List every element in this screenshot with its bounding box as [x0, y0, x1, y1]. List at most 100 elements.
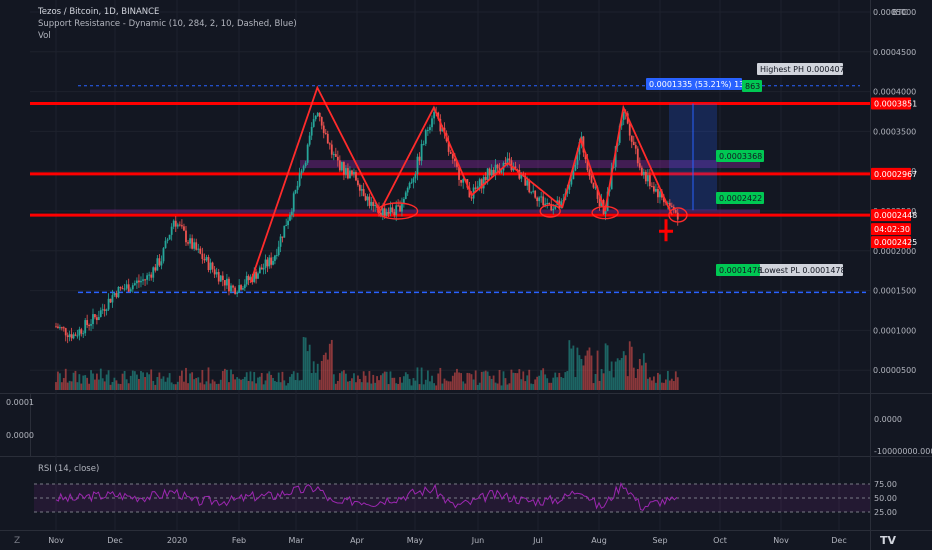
volume-bar: [281, 371, 284, 390]
candle-body: [125, 284, 128, 289]
candle-body: [646, 175, 649, 182]
volume-bar: [484, 370, 487, 390]
candle-body: [518, 170, 521, 179]
candle-body: [123, 288, 126, 290]
candle-body: [95, 317, 98, 321]
volume-bar: [470, 374, 473, 390]
indicator-legend[interactable]: Support Resistance - Dynamic (10, 284, 2…: [38, 19, 297, 29]
candle-body: [640, 167, 643, 175]
time-tick-label: Sep: [652, 536, 667, 545]
measure-tool[interactable]: [669, 103, 717, 211]
green-label-top: 863: [745, 82, 760, 91]
price-tags: 0.0003851 0.0002967 0.0002448 04:02:30 0.000…: [646, 63, 917, 276]
candle-body: [663, 197, 665, 203]
candle-body: [332, 154, 335, 156]
volume-bar: [391, 377, 394, 390]
candle-body: [88, 325, 90, 327]
candle-body: [628, 123, 631, 136]
candle-body: [604, 211, 607, 214]
highest-label-bg: [757, 63, 843, 75]
volume-bar: [201, 370, 204, 390]
price-tick-label: 0.0001500: [873, 287, 916, 296]
volume-bar: [170, 382, 173, 390]
volume-bar: [596, 350, 599, 390]
candle-body: [404, 192, 407, 199]
candle-body: [534, 190, 537, 198]
candle-body: [289, 215, 291, 221]
candle-body: [330, 144, 333, 155]
volume-bar: [574, 377, 577, 390]
volume-legend[interactable]: Vol: [38, 31, 51, 41]
candle-body: [221, 275, 224, 281]
candle-body: [131, 285, 134, 290]
volume-bar: [466, 372, 469, 390]
chart-title: Tezos / Bitcoin, 1D, BINANCE: [38, 7, 160, 17]
candle-body: [349, 170, 351, 179]
candle-body: [316, 112, 319, 116]
green-label-top-bg: [742, 80, 762, 92]
candle-body: [544, 203, 547, 206]
candle-body: [162, 248, 165, 262]
candle-body: [99, 310, 102, 317]
candle-body: [582, 136, 585, 153]
volume-bar: [344, 373, 347, 390]
purple-band-mid: [300, 160, 760, 169]
candle-body: [550, 204, 553, 211]
volume-bar: [406, 374, 409, 390]
candle-body: [474, 187, 477, 189]
volume-bar: [598, 380, 601, 390]
candle-body: [285, 225, 288, 227]
time-axis[interactable]: Nov Dec 2020 Feb Mar Apr May Jun Jul Aug Sep Oct Nov…: [48, 536, 847, 545]
candle-body: [399, 205, 401, 212]
volume-bar: [249, 371, 252, 390]
volume-bar: [534, 379, 537, 390]
volume-bar: [189, 373, 191, 390]
candle-body: [478, 179, 481, 187]
candle-body: [82, 333, 85, 335]
tradingview-logo: TV: [880, 534, 897, 547]
volume-bar: [174, 384, 177, 390]
volume-bar: [289, 376, 291, 390]
candle-body: [152, 267, 155, 278]
candle-body: [320, 117, 323, 126]
candle-body: [598, 198, 601, 207]
lowest-label: Lowest PL 0.0001478: [760, 266, 846, 275]
candle-body: [642, 171, 645, 175]
candle-body: [215, 272, 218, 275]
volume-bar: [622, 351, 625, 390]
volume-bar: [205, 381, 208, 390]
volume-bar: [486, 371, 489, 390]
volume-bar: [374, 382, 377, 390]
volume-bar: [287, 383, 289, 390]
volume-bar: [160, 378, 163, 390]
candle-body: [154, 267, 157, 271]
candle-body: [596, 187, 599, 199]
candle-body: [304, 162, 307, 167]
volume-bar: [443, 378, 446, 390]
time-tick-label: Feb: [232, 536, 246, 545]
candle-body: [275, 255, 278, 257]
candle-body: [486, 168, 489, 180]
volume-bar: [620, 357, 623, 390]
volume-bar: [172, 384, 175, 390]
candle-body: [195, 242, 198, 250]
volume-bars: [55, 337, 679, 390]
candle-body: [546, 202, 549, 204]
candle-body: [294, 189, 297, 194]
candle-body: [508, 158, 511, 161]
volume-bar: [630, 346, 633, 390]
zoom-button[interactable]: Z: [14, 536, 21, 546]
pattern-ellipse: [591, 205, 619, 220]
candle-body: [650, 186, 653, 188]
volume-bar: [94, 379, 96, 390]
rsi-legend[interactable]: RSI (14, close): [38, 464, 100, 474]
volume-bar: [624, 355, 627, 390]
volume-bar: [178, 375, 181, 390]
candle-body: [418, 156, 421, 161]
volume-bar: [217, 383, 220, 390]
candle-body: [55, 326, 57, 328]
candle-body: [185, 230, 187, 243]
measure-label-bg: [646, 78, 742, 90]
candle-body: [140, 280, 142, 283]
